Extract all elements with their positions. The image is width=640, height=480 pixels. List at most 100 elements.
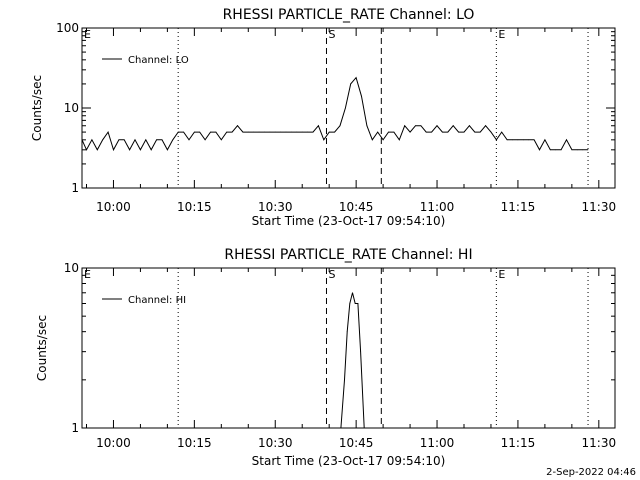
data-point — [274, 131, 276, 133]
data-point — [388, 131, 389, 133]
data-point — [582, 149, 583, 151]
data-point — [528, 139, 530, 141]
data-point — [463, 131, 465, 133]
data-point — [506, 139, 508, 141]
data-point — [355, 77, 357, 78]
data-point — [253, 131, 255, 133]
chart-title: RHESSI PARTICLE_RATE Channel: HI — [224, 247, 472, 263]
data-point — [533, 139, 535, 141]
data-point — [344, 379, 345, 381]
data-point — [371, 139, 373, 141]
data-point — [377, 131, 379, 133]
plot-frame — [81, 27, 616, 189]
x-tick-label: 11:30 — [582, 200, 617, 214]
x-tick-label: 11:00 — [420, 200, 455, 214]
data-point — [285, 131, 287, 133]
data-point — [393, 131, 395, 133]
chart-panel-0: RHESSI PARTICLE_RATE Channel: LO 1 10 100 Co… — [30, 7, 616, 228]
marker-label: E — [498, 28, 505, 41]
data-point — [485, 125, 486, 127]
data-point — [96, 149, 98, 151]
data-point — [576, 149, 578, 151]
data-point — [517, 139, 519, 141]
data-point — [328, 131, 330, 133]
data-point — [442, 131, 443, 133]
data-point — [549, 149, 551, 151]
data-point — [571, 149, 573, 151]
data-point — [420, 125, 422, 127]
data-point — [91, 139, 93, 141]
x-tick-label: 10:45 — [339, 200, 374, 214]
data-point — [258, 131, 260, 133]
data-point — [415, 125, 416, 127]
data-point — [226, 131, 228, 133]
x-tick-label: 10:15 — [177, 200, 212, 214]
y-tick-label: 100 — [56, 21, 79, 35]
series-line — [82, 76, 588, 152]
data-point — [237, 125, 238, 127]
legend-entry: Channel: LO — [128, 55, 189, 66]
plot-frame — [81, 267, 616, 429]
data-point — [398, 139, 400, 141]
data-point — [357, 303, 359, 304]
data-point — [346, 331, 348, 333]
data-point — [177, 131, 179, 133]
data-point — [118, 139, 120, 141]
data-point — [107, 131, 109, 133]
data-point — [404, 125, 406, 127]
data-point — [544, 139, 546, 141]
data-point — [183, 131, 185, 133]
data-point — [280, 131, 281, 133]
data-point — [479, 131, 481, 133]
data-point — [363, 427, 365, 428]
data-point — [318, 125, 319, 127]
data-point — [194, 131, 195, 133]
marker-label: E — [84, 268, 91, 281]
data-point — [188, 139, 190, 141]
y-tick-label: 1 — [71, 421, 79, 435]
data-point — [172, 139, 174, 141]
marker-label: E — [84, 28, 91, 41]
data-point — [360, 351, 361, 353]
data-point — [452, 125, 454, 127]
data-point — [469, 125, 470, 127]
x-axis-label: Start Time (23-Oct-17 09:54:10) — [252, 454, 446, 468]
data-point — [145, 139, 147, 141]
data-point — [296, 131, 298, 133]
data-point — [323, 139, 325, 141]
data-point — [334, 131, 335, 133]
marker-label: E — [498, 268, 505, 281]
data-point — [231, 131, 233, 133]
y-tick-label: 10 — [64, 261, 79, 275]
data-point — [301, 131, 303, 133]
series-line — [340, 292, 365, 428]
data-point — [436, 125, 438, 127]
marker-label: S — [328, 268, 335, 281]
data-point — [339, 125, 341, 127]
data-point — [199, 131, 201, 133]
data-point — [220, 139, 222, 141]
data-point — [247, 131, 249, 133]
data-point — [156, 139, 158, 141]
data-point — [566, 139, 567, 141]
data-point — [555, 149, 557, 151]
data-point — [382, 139, 384, 141]
data-point — [291, 131, 292, 133]
data-point — [242, 131, 244, 133]
data-point — [150, 149, 152, 151]
data-point — [129, 149, 131, 151]
data-point — [474, 131, 476, 133]
data-point — [352, 292, 353, 294]
data-point — [409, 131, 411, 133]
x-tick-label: 11:30 — [582, 436, 617, 450]
x-tick-label: 11:15 — [501, 436, 536, 450]
data-point — [490, 131, 492, 133]
data-point — [458, 131, 459, 133]
chart-title: RHESSI PARTICLE_RATE Channel: LO — [223, 7, 475, 23]
data-point — [307, 131, 308, 133]
data-point — [496, 139, 497, 141]
data-point — [350, 83, 352, 85]
x-axis-label: Start Time (23-Oct-17 09:54:10) — [252, 214, 446, 228]
x-tick-label: 11:15 — [501, 200, 536, 214]
